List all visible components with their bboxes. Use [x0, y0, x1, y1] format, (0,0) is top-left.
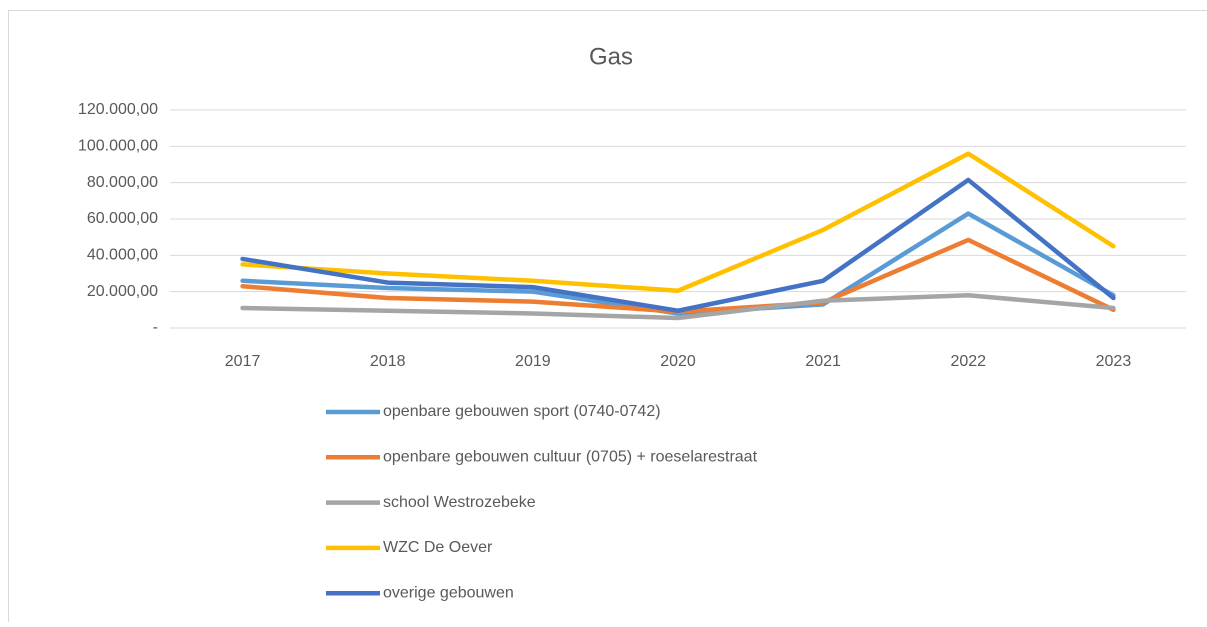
legend-label: openbare gebouwen sport (0740-0742) — [383, 403, 661, 420]
y-tick-label: - — [153, 319, 158, 336]
y-tick-label: 120.000,00 — [78, 101, 158, 118]
legend-label: openbare gebouwen cultuur (0705) + roese… — [383, 449, 758, 466]
x-tick-label: 2017 — [225, 353, 261, 370]
x-tick-label: 2021 — [805, 353, 841, 370]
y-tick-label: 100.000,00 — [78, 138, 158, 155]
x-tick-label: 2020 — [660, 353, 696, 370]
y-tick-label: 20.000,00 — [87, 283, 158, 300]
y-tick-label: 80.000,00 — [87, 174, 158, 191]
x-tick-label: 2019 — [515, 353, 551, 370]
legend-label: overige gebouwen — [383, 584, 514, 601]
x-tick-label: 2022 — [950, 353, 986, 370]
y-tick-label: 40.000,00 — [87, 247, 158, 264]
chart-title: Gas — [589, 43, 633, 70]
legend-label: school Westrozebeke — [383, 494, 536, 511]
x-tick-label: 2018 — [370, 353, 406, 370]
legend-label: WZC De Oever — [383, 539, 493, 556]
x-tick-label: 2023 — [1096, 353, 1132, 370]
y-tick-label: 60.000,00 — [87, 210, 158, 227]
